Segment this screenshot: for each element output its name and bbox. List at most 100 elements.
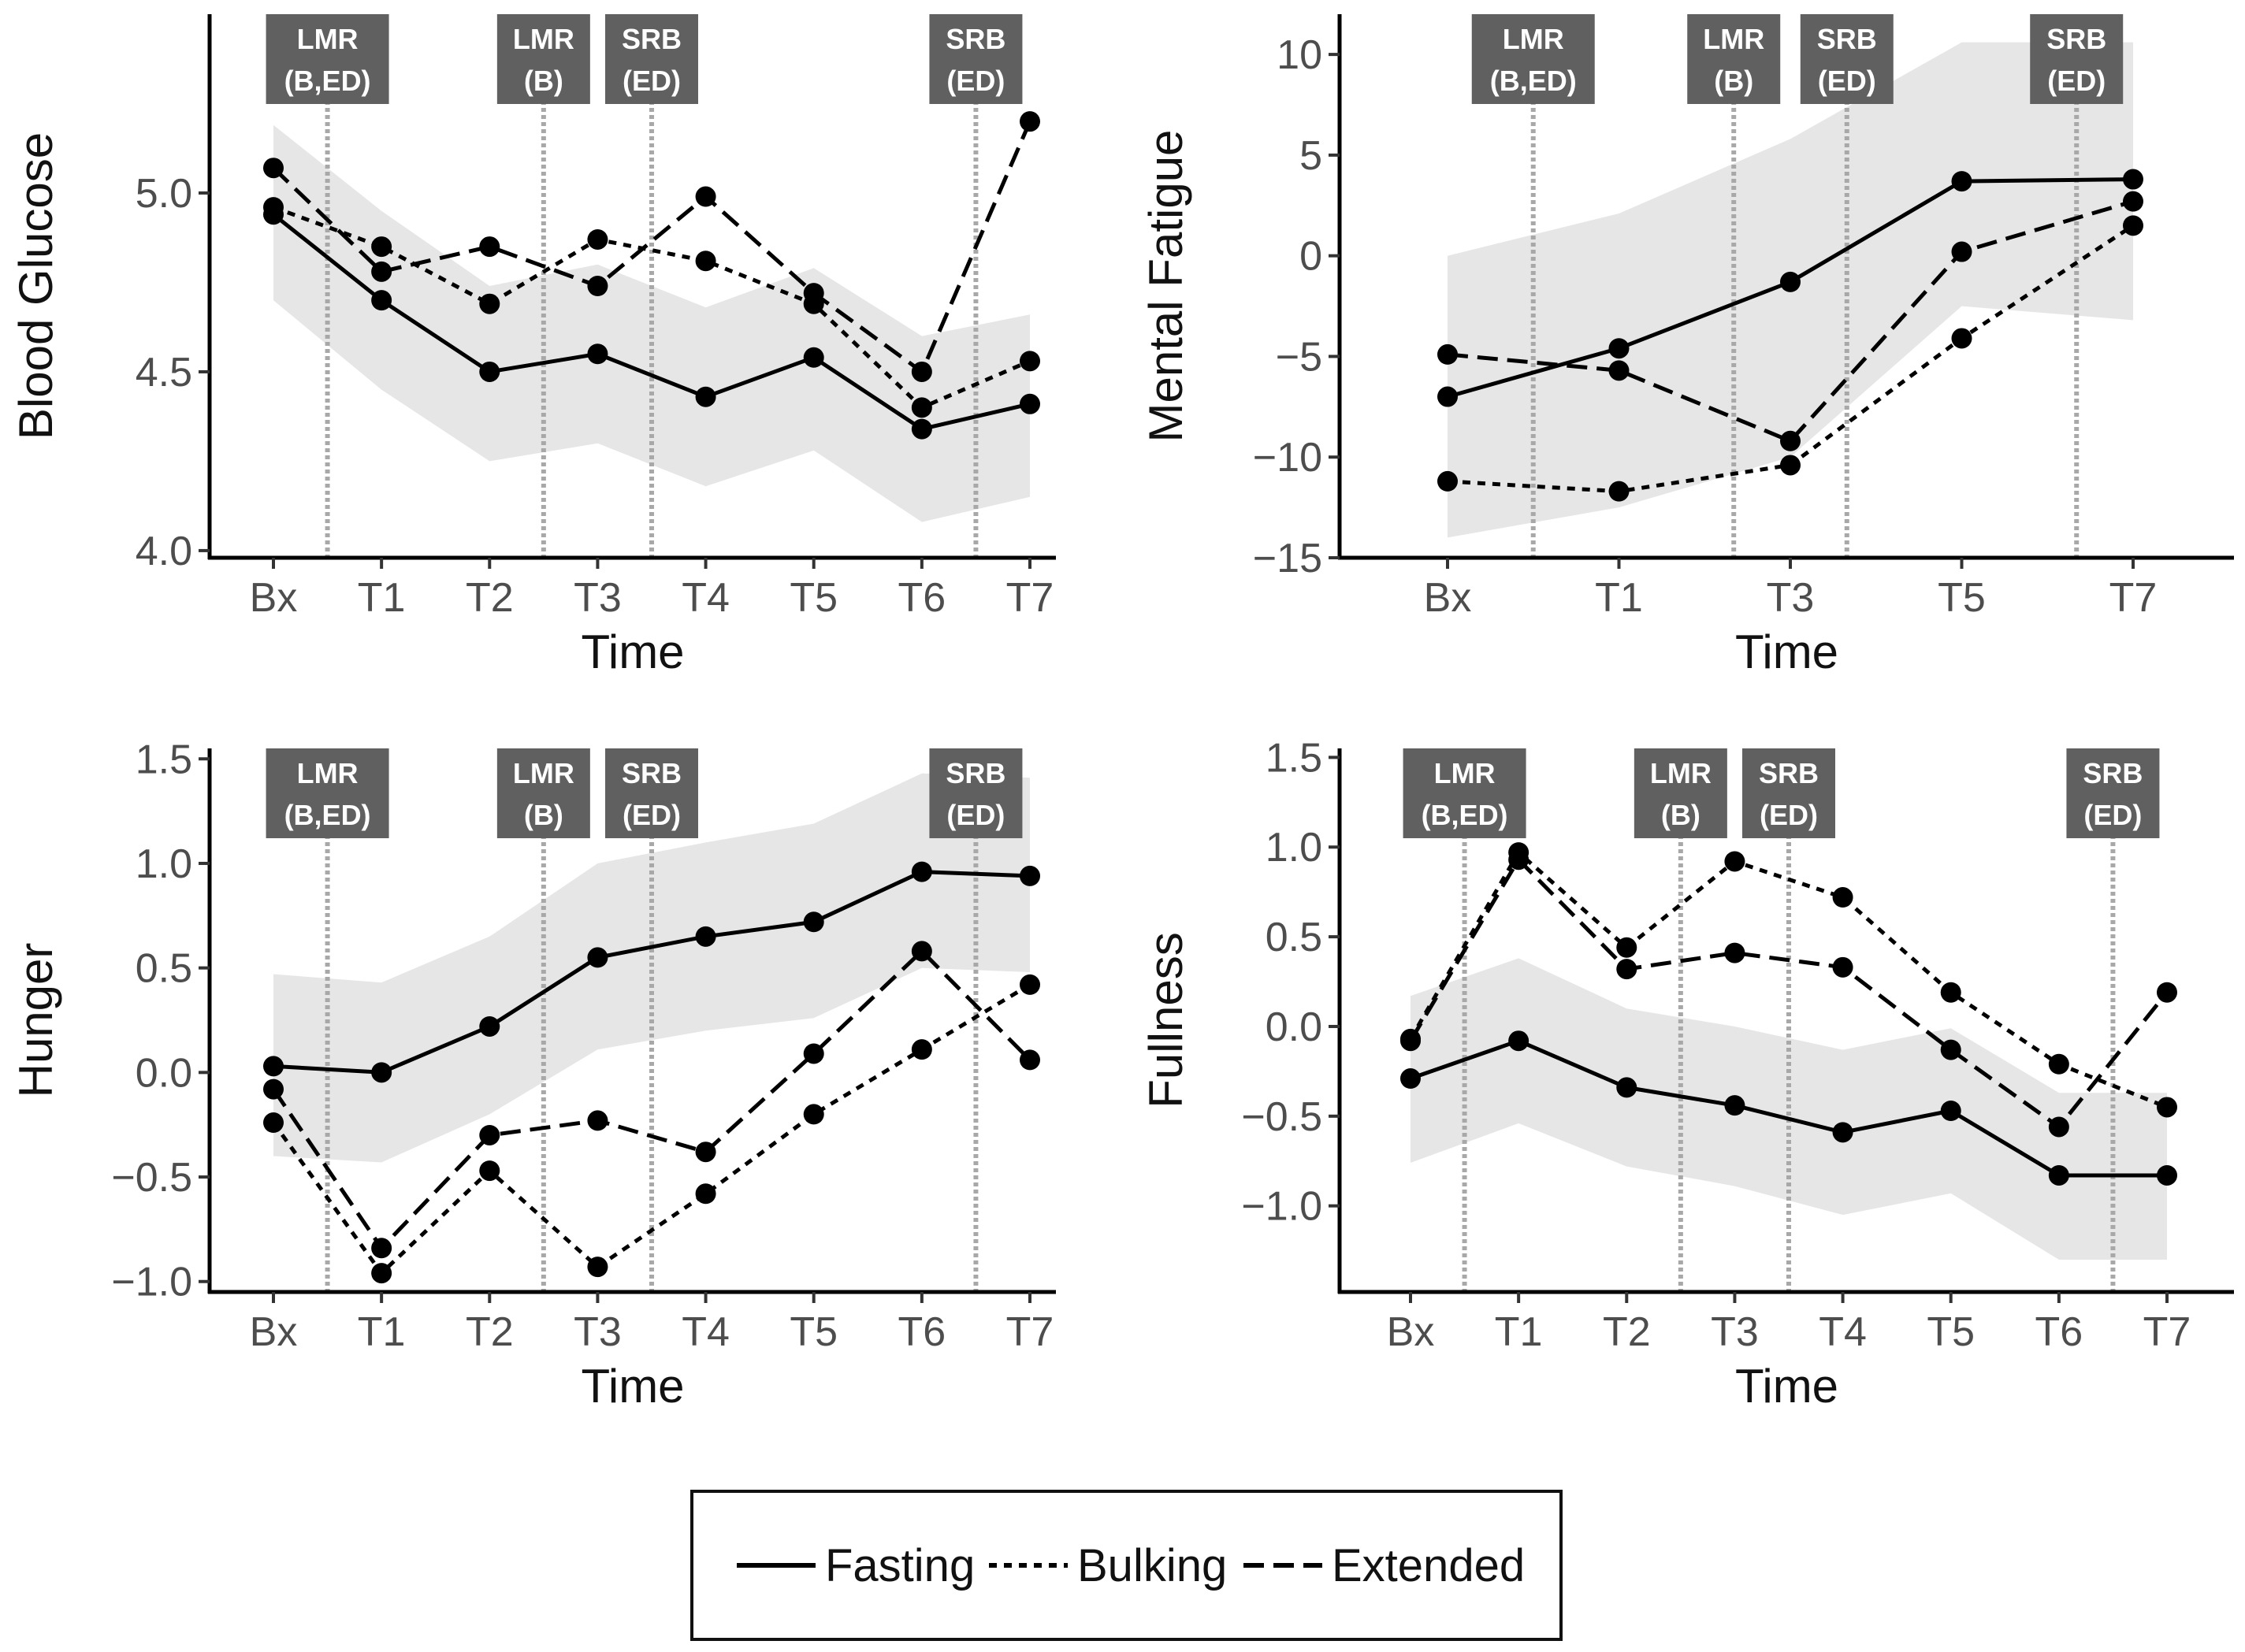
data-point-fasting — [695, 386, 716, 407]
data-point-fasting — [2157, 1164, 2177, 1186]
x-tick-label: T3 — [1767, 575, 1815, 621]
data-point-extended — [263, 1078, 284, 1100]
x-axis-title: Time — [581, 1360, 684, 1413]
data-point-extended — [1437, 343, 1458, 365]
data-point-fasting — [1780, 271, 1801, 292]
y-tick-label: 0.0 — [1266, 1004, 1322, 1050]
data-point-extended — [695, 186, 716, 207]
x-tick-label: T7 — [1006, 575, 1054, 621]
data-point-fasting — [911, 418, 932, 440]
event-label-box — [266, 748, 389, 838]
x-tick-label: T4 — [682, 575, 730, 621]
legend-label-bulking: Bulking — [1077, 1540, 1227, 1591]
data-point-bulking — [1608, 481, 1630, 502]
data-point-extended — [263, 158, 284, 179]
y-tick-label: 0 — [1299, 234, 1322, 280]
event-label-line1: SRB — [946, 23, 1005, 55]
x-tick-label: T2 — [1603, 1309, 1651, 1355]
data-point-bulking — [695, 1183, 716, 1205]
confidence-band — [1411, 958, 2167, 1260]
series-line-extended — [1447, 199, 2134, 444]
event-label-box — [266, 14, 389, 104]
data-point-extended — [1508, 849, 1529, 871]
x-axis-title: Time — [1735, 1360, 1838, 1413]
event-label-box — [496, 14, 590, 104]
y-tick-label: −10 — [1253, 435, 1322, 481]
series-line-extended — [271, 949, 1031, 1250]
x-tick-label: T2 — [466, 575, 514, 621]
series-line-extended — [1408, 857, 2169, 1129]
data-point-bulking — [371, 1263, 392, 1284]
data-point-extended — [1020, 1049, 1040, 1071]
x-tick-label: T5 — [790, 1309, 838, 1355]
event-label-box — [1634, 748, 1727, 838]
data-point-bulking — [911, 397, 932, 418]
series-line-bulking — [271, 982, 1031, 1275]
data-point-bulking — [1832, 887, 1853, 908]
event-label-box — [605, 14, 698, 104]
data-point-fasting — [479, 361, 500, 382]
data-point-fasting — [1508, 1030, 1529, 1052]
y-axis-title: Mental Fatigue — [1139, 130, 1192, 443]
data-point-fasting — [2048, 1164, 2069, 1186]
data-point-extended — [695, 1142, 716, 1163]
y-tick-label: −0.5 — [111, 1155, 192, 1201]
event-label-line1: SRB — [946, 757, 1005, 789]
data-point-extended — [2048, 1116, 2069, 1138]
x-tick-label: T5 — [1938, 575, 1986, 621]
data-point-extended — [587, 1110, 608, 1131]
data-point-extended — [803, 1043, 824, 1064]
x-tick-label: T4 — [682, 1309, 730, 1355]
data-point-bulking — [2157, 1097, 2177, 1118]
data-point-extended — [1608, 360, 1630, 381]
event-label-box — [1800, 14, 1894, 104]
y-tick-label: 0.5 — [1266, 915, 1322, 960]
data-point-bulking — [371, 236, 392, 258]
event-label-box — [2030, 14, 2124, 104]
data-point-bulking — [1616, 937, 1637, 958]
data-point-extended — [1780, 430, 1801, 451]
data-point-fasting — [2123, 169, 2143, 190]
data-point-fasting — [1724, 1095, 1745, 1116]
event-label-line2: (ED) — [946, 799, 1005, 831]
data-point-extended — [1616, 959, 1637, 980]
x-tick-label: T6 — [898, 575, 946, 621]
y-tick-label: −5 — [1276, 334, 1322, 380]
event-label-line2: (ED) — [623, 65, 681, 97]
y-tick-label: 5.0 — [136, 171, 192, 217]
event-label-line1: SRB — [622, 757, 682, 789]
data-point-bulking — [587, 228, 608, 250]
x-tick-label: T4 — [1819, 1309, 1867, 1355]
series-line-bulking — [273, 205, 1031, 410]
event-label-box — [1403, 748, 1526, 838]
legend-label-fasting: Fasting — [825, 1540, 975, 1591]
data-point-fasting — [1020, 393, 1040, 414]
legend: Fasting Bulking Extended — [690, 1490, 1563, 1641]
x-tick-label: Bx — [1387, 1309, 1435, 1355]
data-point-fasting — [587, 343, 608, 365]
data-point-fasting — [803, 347, 824, 368]
data-point-extended — [479, 236, 500, 258]
data-point-bulking — [911, 1039, 932, 1060]
y-tick-label: −0.5 — [1241, 1094, 1322, 1140]
event-label-box — [1742, 748, 1835, 838]
y-tick-label: −1.0 — [111, 1260, 192, 1305]
x-tick-label: Bx — [1424, 575, 1472, 621]
event-label-box — [1471, 14, 1595, 104]
event-label-box — [1687, 14, 1781, 104]
x-tick-label: T2 — [466, 1309, 514, 1355]
x-tick-label: T7 — [1006, 1309, 1054, 1355]
data-point-bulking — [1940, 982, 1961, 1003]
y-tick-label: 10 — [1277, 32, 1322, 78]
event-label-line1: LMR — [1650, 757, 1712, 789]
event-label-box — [929, 748, 1023, 838]
data-point-bulking — [1437, 470, 1458, 492]
data-point-extended — [371, 1238, 392, 1259]
legend-box — [690, 1490, 1563, 1641]
panel-blood-glucose: LMR (B,ED) LMR (B) SRB (ED) SRB (ED) 4.0 4.5 5.0 Bx… — [9, 14, 1056, 678]
series-line-fasting — [273, 870, 1031, 1075]
event-label-box — [929, 14, 1023, 104]
x-tick-label: Bx — [250, 575, 298, 621]
x-axis-title: Time — [581, 626, 684, 678]
data-point-fasting — [911, 861, 932, 882]
